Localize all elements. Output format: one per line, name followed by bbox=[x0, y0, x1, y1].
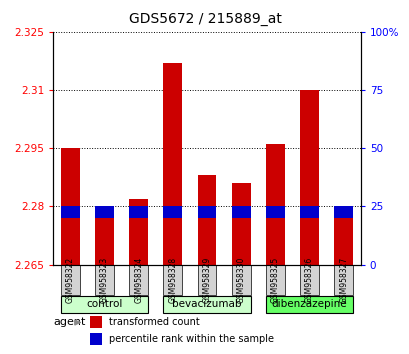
Bar bbox=[163, 206, 182, 218]
Text: GSM958325: GSM958325 bbox=[270, 256, 279, 303]
Bar bbox=[197, 175, 216, 264]
Text: GDS5672 / 215889_at: GDS5672 / 215889_at bbox=[128, 12, 281, 27]
FancyBboxPatch shape bbox=[333, 264, 352, 295]
Bar bbox=[231, 206, 250, 218]
FancyBboxPatch shape bbox=[299, 264, 318, 295]
Text: dibenzazepine: dibenzazepine bbox=[271, 299, 346, 309]
FancyBboxPatch shape bbox=[61, 264, 80, 295]
Bar bbox=[163, 63, 182, 264]
Bar bbox=[333, 214, 352, 264]
FancyBboxPatch shape bbox=[231, 264, 250, 295]
Bar bbox=[61, 206, 80, 218]
Bar bbox=[95, 218, 114, 264]
Bar bbox=[61, 148, 80, 264]
Text: GSM958327: GSM958327 bbox=[338, 256, 347, 303]
Bar bbox=[197, 206, 216, 218]
Bar bbox=[333, 206, 352, 218]
Bar bbox=[129, 206, 148, 218]
Bar bbox=[265, 206, 284, 218]
Text: GSM958328: GSM958328 bbox=[168, 257, 177, 303]
Bar bbox=[265, 144, 284, 264]
FancyBboxPatch shape bbox=[265, 296, 352, 313]
Text: GSM958324: GSM958324 bbox=[134, 256, 143, 303]
Text: GSM958330: GSM958330 bbox=[236, 256, 245, 303]
FancyBboxPatch shape bbox=[129, 264, 148, 295]
FancyBboxPatch shape bbox=[163, 296, 250, 313]
Text: transformed count: transformed count bbox=[108, 318, 199, 327]
Text: agent: agent bbox=[53, 318, 85, 327]
Bar bbox=[90, 333, 102, 345]
FancyBboxPatch shape bbox=[61, 296, 148, 313]
Text: percentile rank within the sample: percentile rank within the sample bbox=[108, 335, 273, 344]
Text: GSM958322: GSM958322 bbox=[66, 257, 75, 303]
Text: GSM958323: GSM958323 bbox=[100, 256, 109, 303]
Bar bbox=[299, 90, 318, 264]
Bar bbox=[90, 316, 102, 328]
Text: bevacizumab: bevacizumab bbox=[172, 299, 241, 309]
Text: control: control bbox=[86, 299, 122, 309]
Bar bbox=[231, 183, 250, 264]
FancyBboxPatch shape bbox=[163, 264, 182, 295]
Bar bbox=[299, 206, 318, 218]
Bar bbox=[129, 199, 148, 264]
Text: GSM958326: GSM958326 bbox=[304, 256, 313, 303]
FancyBboxPatch shape bbox=[197, 264, 216, 295]
FancyBboxPatch shape bbox=[265, 264, 284, 295]
Text: GSM958329: GSM958329 bbox=[202, 256, 211, 303]
FancyBboxPatch shape bbox=[95, 264, 114, 295]
Bar bbox=[95, 206, 114, 218]
